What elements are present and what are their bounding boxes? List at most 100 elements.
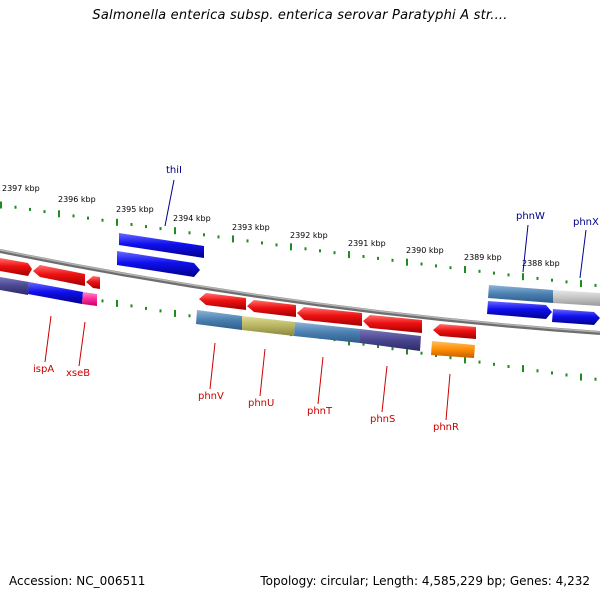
scale-tick <box>304 247 307 251</box>
scale-tick <box>449 356 452 360</box>
gene-arrow[interactable] <box>433 324 476 339</box>
scale-tick <box>290 243 292 251</box>
scale-tick <box>275 243 278 247</box>
feature-band[interactable] <box>294 322 360 343</box>
scale-tick <box>319 249 321 253</box>
scale-tick <box>551 371 553 375</box>
feature-band[interactable] <box>196 310 242 330</box>
scale-tick <box>232 235 234 243</box>
gene-label-phnX[interactable]: phnX <box>573 217 599 228</box>
scale-tick <box>188 314 191 318</box>
scale-tick <box>493 271 495 275</box>
scale-tick <box>464 356 466 364</box>
kbp-label: 2390 kbp <box>406 246 444 255</box>
scale-tick <box>58 210 60 218</box>
scale-tick <box>101 299 104 303</box>
gene-arrow[interactable] <box>28 282 83 304</box>
scale-tick <box>0 201 2 209</box>
gene-label-thiI[interactable]: thiI <box>166 165 182 176</box>
gene-label-phnS[interactable]: phnS <box>370 414 395 425</box>
scale-tick <box>159 309 162 313</box>
scale-tick <box>116 299 118 307</box>
gene-arrow[interactable] <box>247 300 296 317</box>
feature-band[interactable] <box>0 277 29 295</box>
gene-label-phnW[interactable]: phnW <box>516 211 545 222</box>
gene-label-phnR[interactable]: phnR <box>433 422 459 433</box>
scale-tick <box>14 205 17 209</box>
scale-tick <box>362 342 365 346</box>
gene-arrow[interactable] <box>552 309 600 325</box>
gene-arrow[interactable] <box>363 315 422 333</box>
scale-tick <box>217 235 220 239</box>
scale-tick <box>464 266 466 273</box>
scale-tick <box>362 255 365 258</box>
gene-arrow[interactable] <box>117 251 200 277</box>
scale-tick <box>522 273 524 281</box>
kbp-label: 2397 kbp <box>2 184 40 193</box>
scale-tick <box>29 207 31 211</box>
map-title: Salmonella enterica subsp. enterica sero… <box>92 8 508 23</box>
scale-tick <box>203 233 205 237</box>
gene-arrow[interactable] <box>0 258 32 276</box>
gene-label-ispA[interactable]: ispA <box>33 364 54 375</box>
scale-tick <box>565 280 568 284</box>
feature-band[interactable] <box>242 316 295 336</box>
feature-band[interactable] <box>431 341 475 358</box>
gene-arrow[interactable] <box>487 301 552 319</box>
gene-arrow[interactable] <box>297 307 362 326</box>
feature-band[interactable] <box>488 285 553 303</box>
kbp-scale: 2397 kbp 2396 kbp 2395 kbp 2394 kbp 2393… <box>2 184 560 268</box>
scale-tick <box>507 365 510 368</box>
feature-band[interactable] <box>553 290 600 306</box>
scale-tick <box>507 273 510 277</box>
reverse-strand-genes <box>0 258 476 339</box>
genome-stats-text: Topology: circular; Length: 4,585,229 bp… <box>260 574 590 588</box>
gene-label-phnV[interactable]: phnV <box>198 391 224 402</box>
scale-tick <box>348 338 350 346</box>
feature-band[interactable] <box>360 329 421 351</box>
scale-tick <box>478 269 481 273</box>
scale-tick <box>130 223 133 226</box>
scale-tick <box>420 262 423 266</box>
genome-backbone <box>0 249 600 335</box>
scale-tick <box>333 251 336 255</box>
scale-tick <box>435 264 437 268</box>
gene-arrow[interactable] <box>86 276 100 289</box>
scale-tick <box>391 258 394 262</box>
scale-tick <box>348 251 350 259</box>
gene-arrow[interactable] <box>119 233 204 258</box>
gene-label-phnU[interactable]: phnU <box>248 398 274 409</box>
kbp-label: 2391 kbp <box>348 239 386 248</box>
gene-label-xseB[interactable]: xseB <box>66 368 90 379</box>
scale-tick <box>435 354 437 357</box>
scale-tick <box>406 347 408 355</box>
scale-tick <box>261 241 263 245</box>
scale-tick <box>493 362 495 366</box>
accession-text: Accession: NC_006511 <box>9 574 146 588</box>
scale-tick <box>377 256 379 260</box>
scale-tick <box>478 360 481 364</box>
scale-tick <box>406 258 408 266</box>
kbp-label: 2392 kbp <box>290 231 328 240</box>
scale-tick <box>449 266 452 270</box>
kbp-label: 2395 kbp <box>116 205 154 214</box>
kbp-label: 2389 kbp <box>464 253 502 262</box>
scale-tick <box>551 278 553 282</box>
scale-tick <box>145 225 147 229</box>
feature-bands <box>0 277 600 358</box>
gene-label-phnT[interactable]: phnT <box>307 406 333 417</box>
gene-arrow[interactable] <box>33 265 85 286</box>
kbp-label: 2393 kbp <box>232 223 270 232</box>
scale-tick <box>420 351 423 355</box>
scale-tick <box>246 239 249 243</box>
scale-tick <box>594 283 597 287</box>
scale-tick <box>116 218 118 226</box>
scale-tick <box>174 309 176 317</box>
scale-tick <box>159 227 162 231</box>
kbp-label: 2394 kbp <box>173 214 211 223</box>
scale-tick <box>522 365 524 373</box>
scale-tick <box>536 369 539 373</box>
gene-arrow[interactable] <box>199 293 246 310</box>
feature-band[interactable] <box>82 292 97 306</box>
